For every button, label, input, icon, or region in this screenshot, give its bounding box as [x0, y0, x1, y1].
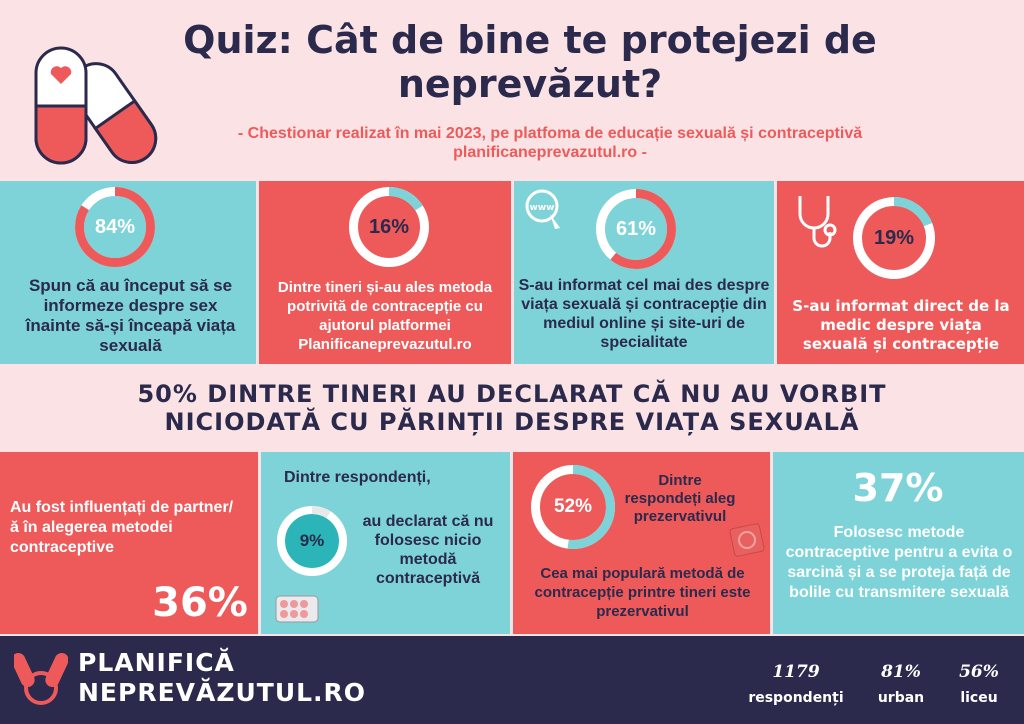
stat-value: 56% — [959, 662, 999, 682]
ring-arc — [596, 189, 676, 269]
percent-value: 9% — [299, 531, 325, 550]
panel-b1-text: Au fost influențați de partner/ă în aleg… — [10, 499, 234, 556]
percent-value: 84% — [94, 215, 136, 238]
stat-value: 1179 — [772, 662, 820, 682]
panel-b2-text: au declarat că nu folosesc nicio metodă … — [362, 513, 494, 587]
ring-arc — [531, 465, 615, 549]
brand-name: PLANIFICĂ NEPREVĂZUTUL.RO — [78, 648, 366, 708]
stethoscope-icon — [792, 192, 838, 250]
stat-liceu: 56% liceu — [944, 662, 1014, 706]
panel-b4-percent: 37% — [852, 466, 944, 510]
stat-label: urban — [877, 690, 925, 706]
percent-value: 61% — [615, 217, 657, 240]
panel-2-text: Dintre tineri și-au ales metoda potrivit… — [277, 279, 493, 353]
percent-value: 52% — [553, 496, 593, 517]
stat-respondents: 1179 respondenți — [740, 662, 852, 706]
page-subtitle: - Chestionar realizat în mai 2023, pe pl… — [237, 125, 863, 161]
panel-4-text: S-au informat direct de la medic despre … — [792, 297, 1010, 353]
stat-urban: 81% urban — [868, 662, 934, 706]
panel-2 — [259, 181, 511, 364]
brand-line-1: PLANIFICĂ — [78, 648, 235, 677]
panel-b1 — [0, 452, 258, 634]
ring-center — [285, 514, 339, 568]
panel-b4-text: Folosesc metode contraceptive pentru a e… — [785, 524, 1013, 601]
panel-3-text: S-au informat cel mai des despre viața s… — [518, 277, 770, 351]
panel-b2-intro: Dintre respondenți, — [284, 469, 431, 486]
stat-value: 81% — [881, 662, 921, 682]
panel-1-text: Spun că au început să se informeze despr… — [25, 276, 236, 355]
ring-arc — [75, 187, 155, 267]
percent-ring-3: 61% — [595, 188, 677, 270]
page-title: Quiz: Cât de bine te protejezi de neprev… — [183, 18, 877, 106]
banner-text: 50% DINTRE TINERI AU DECLARAT CĂ NU AU V… — [137, 380, 887, 436]
percent-ring-b3: 52% — [530, 464, 616, 550]
stat-label: liceu — [960, 690, 998, 706]
percent-ring-4: 19% — [852, 196, 936, 280]
percent-value: 19% — [873, 226, 915, 249]
percent-ring-b2: 9% — [276, 505, 348, 577]
pill-capsule-icon — [28, 40, 158, 170]
condom-icon — [728, 522, 766, 558]
stat-label: respondenți — [748, 690, 844, 706]
svg-text:www: www — [530, 203, 555, 213]
panel-1 — [0, 181, 256, 364]
www-globe-icon: www — [524, 188, 564, 232]
ring-arc — [853, 197, 935, 279]
brand-line-2: NEPREVĂZUTUL.RO — [78, 678, 367, 707]
panel-b1-percent: 36% — [152, 580, 248, 626]
ring-arc — [277, 506, 347, 576]
percent-ring-2: 16% — [348, 186, 430, 268]
footer — [0, 636, 1024, 724]
percent-value: 16% — [368, 215, 410, 238]
panel-b4 — [773, 452, 1024, 634]
percent-ring-1: 84% — [74, 186, 156, 268]
pill-blister-icon — [274, 594, 320, 624]
panel-b3-side: Dintre respondeți aleg prezervativul — [624, 472, 736, 525]
brand-logo-icon — [11, 648, 69, 708]
ring-arc — [349, 187, 429, 267]
panel-b3-text: Cea mai populară metodă de contracepție … — [534, 565, 751, 620]
